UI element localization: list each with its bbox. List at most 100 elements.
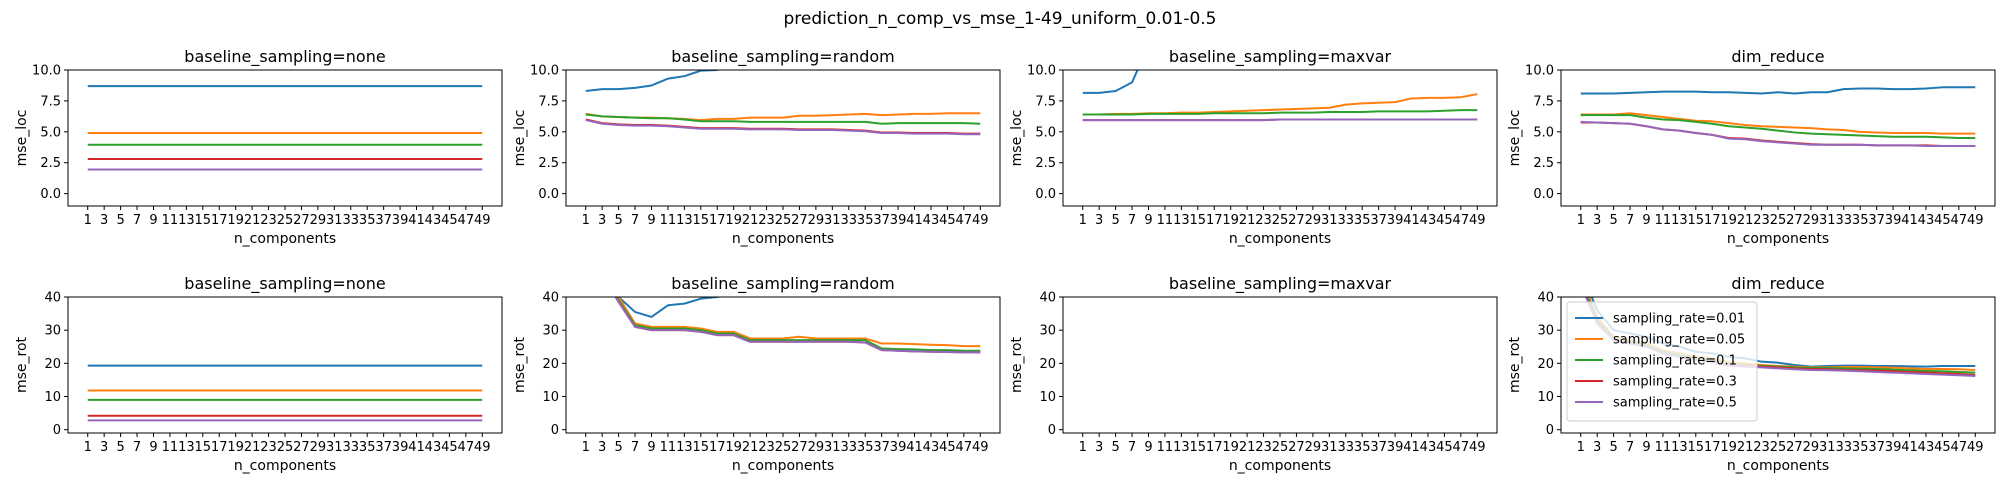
- x-tick-label: 5: [1111, 440, 1119, 455]
- x-tick-label: 15: [195, 213, 212, 228]
- x-tick-label: 27: [293, 213, 310, 228]
- x-tick-label: 9: [1144, 440, 1152, 455]
- x-tick-label: 17: [709, 213, 726, 228]
- x-tick-label: 17: [211, 213, 228, 228]
- y-tick-label: 2.5: [1035, 156, 1056, 171]
- x-tick-label: 33: [1835, 213, 1852, 228]
- series-line-2: [615, 297, 981, 352]
- x-tick-label: 41: [1403, 213, 1420, 228]
- x-axis-label: n_components: [1229, 458, 1331, 474]
- x-tick-label: 21: [1737, 213, 1754, 228]
- x-tick-label: 31: [824, 440, 841, 455]
- x-tick-label: 31: [326, 440, 343, 455]
- x-tick-label: 9: [1642, 440, 1650, 455]
- series-line-4: [1082, 118, 1478, 122]
- x-tick-label: 17: [1704, 440, 1721, 455]
- plot-area: [87, 364, 483, 422]
- x-tick-label: 41: [408, 440, 425, 455]
- x-tick-label: 49: [972, 440, 989, 455]
- x-tick-label: 45: [441, 213, 458, 228]
- x-tick-label: 27: [1786, 440, 1803, 455]
- series-line-2: [1580, 114, 1976, 139]
- y-tick-label: 20: [1537, 357, 1554, 372]
- x-tick-label: 13: [178, 440, 195, 455]
- x-tick-label: 13: [676, 440, 693, 455]
- x-tick-label: 31: [824, 213, 841, 228]
- x-tick-label: 43: [1918, 440, 1935, 455]
- x-tick-label: 39: [1387, 213, 1404, 228]
- y-tick-label: 10: [1039, 390, 1056, 405]
- x-tick-label: 1: [84, 213, 92, 228]
- subplot-0-2: 1 3 5 7 9 11 13 15 17 19 21 23 25 27 29 31 33 35 37 39 41 43 4…: [1009, 47, 1498, 247]
- y-tick-label: 0.0: [40, 187, 61, 202]
- axes-frame: [67, 69, 503, 207]
- y-tick-label: 7.5: [40, 94, 61, 109]
- x-tick-label: 43: [425, 440, 442, 455]
- series-line-1: [617, 297, 981, 348]
- x-tick-label: 3: [598, 440, 606, 455]
- figure-suptitle: prediction_n_comp_vs_mse_1-49_uniform_0.…: [784, 9, 1217, 29]
- x-tick-label: 13: [1671, 213, 1688, 228]
- x-tick-label: 11: [162, 440, 179, 455]
- x-tick-label: 25: [277, 213, 294, 228]
- x-tick-label: 27: [293, 440, 310, 455]
- x-tick-label: 27: [791, 440, 808, 455]
- x-tick-label: 23: [1255, 440, 1272, 455]
- subplot-title: baseline_sampling=random: [671, 47, 895, 67]
- x-tick-label: 19: [227, 213, 244, 228]
- x-tick-label: 31: [1819, 440, 1836, 455]
- x-tick-label: 11: [660, 213, 677, 228]
- x-tick-label: 45: [1436, 213, 1453, 228]
- y-tick-label: 7.5: [1035, 94, 1056, 109]
- x-tick-label: 39: [1885, 213, 1902, 228]
- x-tick-label: 17: [709, 440, 726, 455]
- x-tick-label: 37: [1868, 213, 1885, 228]
- subplot-1-2: 1 3 5 7 9 11 13 15 17 19 21 23 25 27 29 31 33 35 37 39 41 43 4…: [1009, 274, 1498, 474]
- x-tick-label: 5: [1111, 213, 1119, 228]
- y-tick-label: 10: [44, 390, 61, 405]
- x-tick-label: 23: [758, 440, 775, 455]
- subplot-1-1: 1 3 5 7 9 11 13 15 17 19 21 23 25 27 29 31 33 35 37 39 41 43 4…: [512, 274, 1001, 474]
- y-tick-label: 7.5: [538, 94, 559, 109]
- plot-area: [614, 297, 981, 354]
- x-tick-label: 39: [890, 213, 907, 228]
- y-tick-label: 0.0: [538, 187, 559, 202]
- x-tick-label: 25: [1272, 213, 1289, 228]
- x-tick-label: 35: [1852, 213, 1869, 228]
- y-tick-label: 40: [1537, 291, 1554, 306]
- x-tick-label: 33: [1835, 440, 1852, 455]
- x-tick-label: 37: [1370, 213, 1387, 228]
- x-tick-label: 19: [1222, 440, 1239, 455]
- x-tick-label: 47: [458, 440, 475, 455]
- y-tick-label: 7.5: [1533, 94, 1554, 109]
- x-tick-label: 41: [1901, 213, 1918, 228]
- x-axis-label: n_components: [234, 458, 336, 474]
- x-tick-label: 5: [116, 213, 124, 228]
- x-tick-label: 17: [1704, 213, 1721, 228]
- y-tick-label: 0: [1048, 423, 1056, 438]
- x-tick-label: 41: [1901, 440, 1918, 455]
- legend-entry: sampling_rate=0.01: [1613, 312, 1745, 327]
- x-tick-label: 19: [725, 213, 742, 228]
- y-tick-label: 0.0: [1533, 187, 1554, 202]
- legend: sampling_rate=0.01 sampling_rate=0.05samp…: [1566, 301, 1758, 422]
- x-tick-label: 7: [1128, 440, 1136, 455]
- x-tick-label: 47: [458, 213, 475, 228]
- subplot-title: baseline_sampling=random: [671, 274, 895, 294]
- y-tick-label: 0: [551, 423, 559, 438]
- x-tick-label: 21: [1239, 213, 1256, 228]
- y-tick-label: 30: [44, 324, 61, 339]
- x-tick-label: 11: [1655, 440, 1672, 455]
- x-tick-label: 13: [1671, 440, 1688, 455]
- x-tick-label: 37: [873, 440, 890, 455]
- x-tick-label: 1: [1079, 440, 1087, 455]
- x-tick-label: 7: [631, 440, 639, 455]
- y-tick-label: 10: [542, 390, 559, 405]
- x-tick-label: 35: [1354, 213, 1371, 228]
- x-tick-label: 9: [1144, 213, 1152, 228]
- x-tick-label: 11: [162, 213, 179, 228]
- x-tick-label: 45: [1934, 213, 1951, 228]
- x-tick-label: 19: [1720, 213, 1737, 228]
- x-tick-label: 11: [660, 440, 677, 455]
